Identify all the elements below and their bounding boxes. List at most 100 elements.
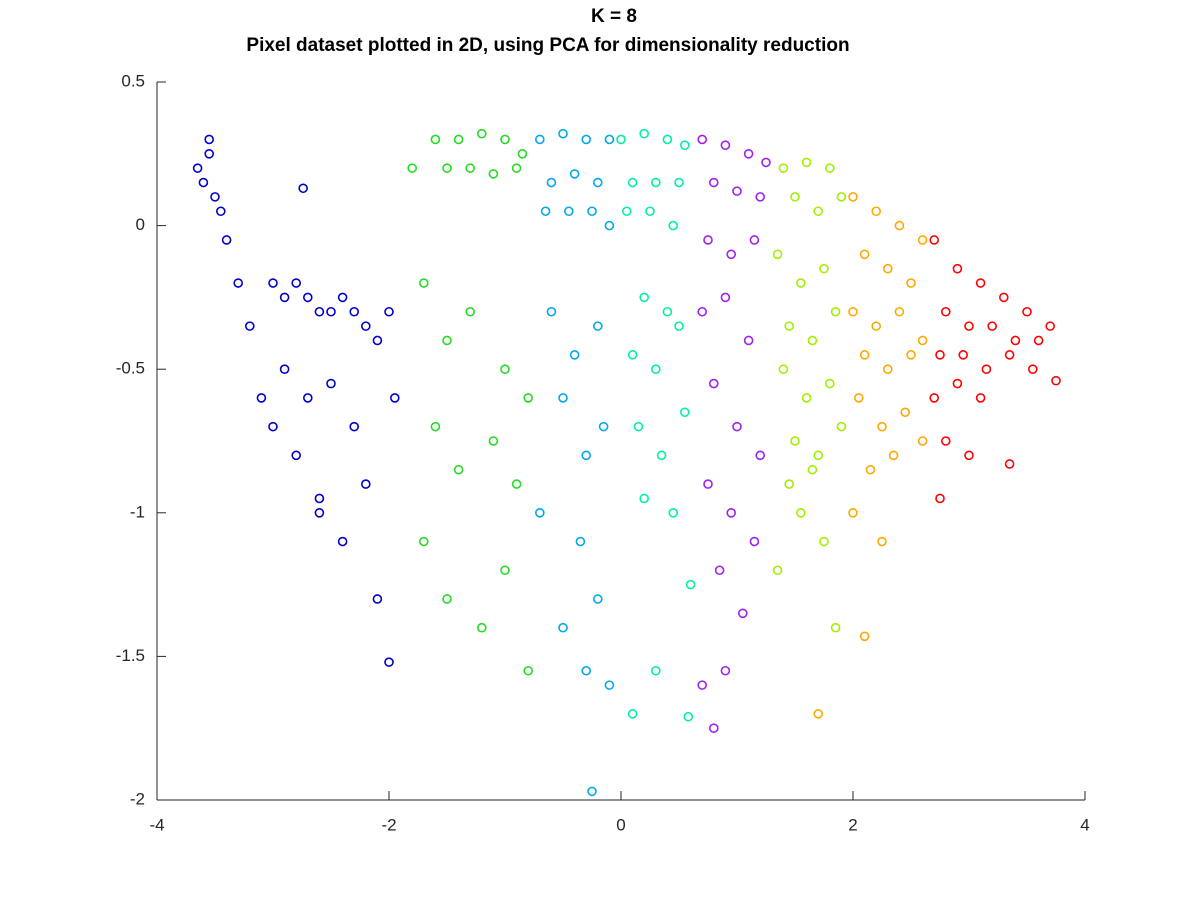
y-tick-label: 0 bbox=[136, 215, 145, 234]
data-point bbox=[546, 177, 557, 188]
data-point bbox=[888, 450, 899, 461]
data-point bbox=[1033, 335, 1044, 346]
data-point bbox=[453, 464, 464, 475]
data-point bbox=[418, 536, 429, 547]
data-point bbox=[917, 235, 928, 245]
data-point bbox=[569, 350, 580, 360]
data-point bbox=[337, 536, 348, 547]
data-point bbox=[819, 263, 829, 274]
data-point bbox=[998, 292, 1009, 303]
data-point bbox=[964, 321, 974, 331]
data-point bbox=[360, 479, 371, 489]
data-point bbox=[639, 128, 650, 139]
data-point bbox=[801, 393, 812, 403]
data-point bbox=[639, 292, 650, 303]
data-point bbox=[627, 350, 638, 360]
chart-title: K = 8 bbox=[591, 6, 637, 27]
data-point bbox=[882, 364, 893, 375]
y-tick-label: -0.5 bbox=[116, 359, 145, 378]
data-point bbox=[732, 421, 742, 432]
data-point bbox=[581, 665, 592, 676]
data-point bbox=[790, 192, 800, 202]
data-point bbox=[645, 206, 655, 217]
data-point bbox=[894, 306, 905, 317]
data-point bbox=[1045, 321, 1055, 331]
data-point bbox=[790, 436, 800, 446]
data-point bbox=[929, 393, 940, 403]
data-point bbox=[192, 163, 203, 173]
data-point bbox=[314, 507, 325, 518]
data-point bbox=[778, 364, 789, 375]
data-point bbox=[604, 134, 615, 145]
data-point bbox=[500, 364, 510, 375]
data-point bbox=[871, 206, 882, 217]
data-point bbox=[755, 192, 766, 202]
data-point bbox=[204, 149, 214, 159]
data-point bbox=[981, 364, 992, 375]
data-point bbox=[592, 177, 603, 188]
data-point bbox=[245, 321, 255, 331]
data-point bbox=[708, 177, 719, 188]
data-point bbox=[778, 163, 789, 173]
data-point bbox=[621, 206, 632, 217]
data-point bbox=[198, 177, 209, 188]
data-point bbox=[813, 450, 824, 461]
data-point bbox=[813, 709, 824, 719]
data-point bbox=[848, 306, 858, 317]
data-point bbox=[1010, 335, 1021, 346]
data-point bbox=[581, 134, 592, 145]
data-point bbox=[546, 306, 557, 317]
data-point bbox=[476, 622, 487, 633]
data-point bbox=[598, 421, 609, 432]
data-point bbox=[929, 235, 940, 245]
data-point bbox=[633, 421, 644, 432]
x-tick-label: 2 bbox=[848, 815, 857, 834]
data-point bbox=[326, 306, 336, 317]
y-tick-label: -2 bbox=[130, 789, 145, 808]
data-point bbox=[877, 536, 887, 547]
data-point bbox=[917, 335, 928, 346]
data-point bbox=[349, 306, 360, 317]
data-point bbox=[935, 350, 945, 360]
data-point bbox=[801, 157, 812, 168]
data-point bbox=[1022, 306, 1032, 317]
data-point bbox=[534, 134, 545, 145]
data-point bbox=[807, 464, 818, 475]
data-point bbox=[581, 450, 592, 461]
data-point bbox=[575, 536, 586, 547]
data-point bbox=[558, 393, 568, 403]
data-point bbox=[650, 177, 661, 188]
data-point bbox=[337, 292, 348, 303]
data-point bbox=[894, 220, 905, 231]
data-point bbox=[627, 709, 638, 719]
data-point bbox=[975, 393, 986, 403]
data-point bbox=[592, 321, 603, 331]
data-point bbox=[952, 378, 963, 389]
data-point bbox=[418, 278, 429, 288]
data-point bbox=[616, 134, 626, 145]
y-tick-label: 0.5 bbox=[121, 71, 145, 90]
data-point bbox=[453, 134, 464, 145]
chart-subtitle: Pixel dataset plotted in 2D, using PCA f… bbox=[246, 35, 849, 56]
data-point bbox=[859, 249, 870, 260]
data-point bbox=[720, 292, 731, 303]
data-point bbox=[569, 169, 580, 179]
data-point bbox=[836, 192, 847, 202]
data-point bbox=[488, 169, 499, 179]
data-point bbox=[732, 186, 742, 196]
data-point bbox=[848, 507, 858, 518]
data-point bbox=[674, 177, 684, 188]
data-point bbox=[795, 507, 806, 518]
data-point bbox=[511, 479, 522, 489]
data-point bbox=[720, 140, 731, 150]
data-point bbox=[1004, 459, 1015, 469]
data-point bbox=[714, 565, 725, 576]
data-point bbox=[906, 350, 916, 360]
data-point bbox=[865, 464, 876, 475]
x-tick-label: 0 bbox=[616, 815, 625, 834]
data-point bbox=[511, 163, 522, 173]
data-point bbox=[871, 321, 882, 331]
data-point bbox=[298, 183, 308, 194]
data-point bbox=[1028, 364, 1038, 375]
data-point bbox=[952, 263, 963, 274]
